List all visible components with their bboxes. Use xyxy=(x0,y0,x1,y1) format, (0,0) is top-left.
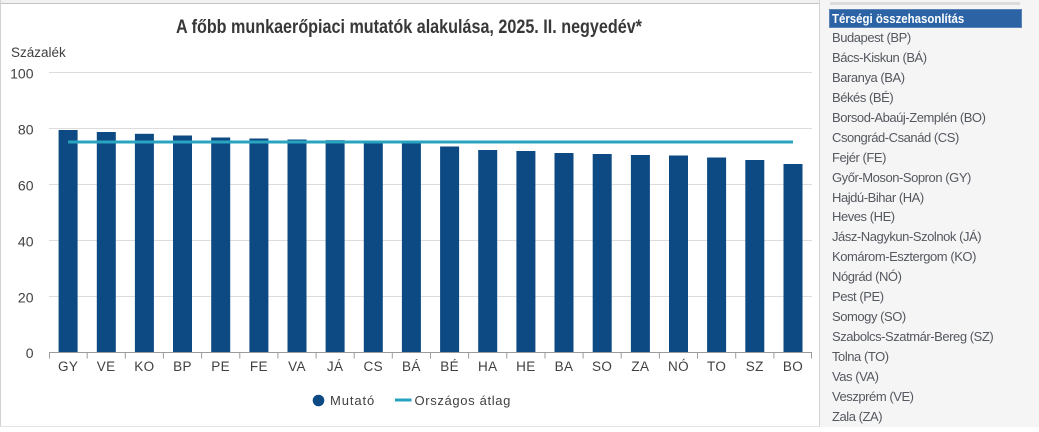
svg-text:20: 20 xyxy=(18,290,34,306)
svg-text:VA: VA xyxy=(288,359,306,374)
svg-text:BÁ: BÁ xyxy=(402,359,421,374)
svg-text:HA: HA xyxy=(478,359,498,374)
svg-text:VE: VE xyxy=(97,359,116,374)
svg-text:Országos átlag: Országos átlag xyxy=(415,393,512,408)
svg-text:TO: TO xyxy=(707,359,726,374)
svg-text:100: 100 xyxy=(10,66,34,82)
svg-text:HE: HE xyxy=(516,359,536,374)
svg-text:Mutató: Mutató xyxy=(330,393,375,408)
svg-text:JÁ: JÁ xyxy=(327,359,344,374)
svg-text:BO: BO xyxy=(783,359,803,374)
svg-text:PE: PE xyxy=(211,359,230,374)
svg-text:BA: BA xyxy=(555,359,574,374)
svg-text:ZA: ZA xyxy=(631,359,649,374)
svg-text:80: 80 xyxy=(18,122,34,138)
svg-text:KO: KO xyxy=(134,359,154,374)
svg-text:BP: BP xyxy=(173,359,192,374)
svg-text:FE: FE xyxy=(250,359,268,374)
svg-text:CS: CS xyxy=(364,359,384,374)
svg-text:NÓ: NÓ xyxy=(668,359,689,374)
svg-text:40: 40 xyxy=(18,234,34,250)
svg-text:A főbb munkaerőpiaci mutatók a: A főbb munkaerőpiaci mutatók alakulása, … xyxy=(176,16,642,38)
svg-text:SZ: SZ xyxy=(746,359,764,374)
svg-text:SO: SO xyxy=(592,359,612,374)
svg-text:0: 0 xyxy=(26,345,34,361)
svg-text:GY: GY xyxy=(58,359,78,374)
svg-text:Százalék: Százalék xyxy=(11,45,66,60)
svg-text:BÉ: BÉ xyxy=(440,359,459,374)
svg-text:60: 60 xyxy=(18,178,34,194)
